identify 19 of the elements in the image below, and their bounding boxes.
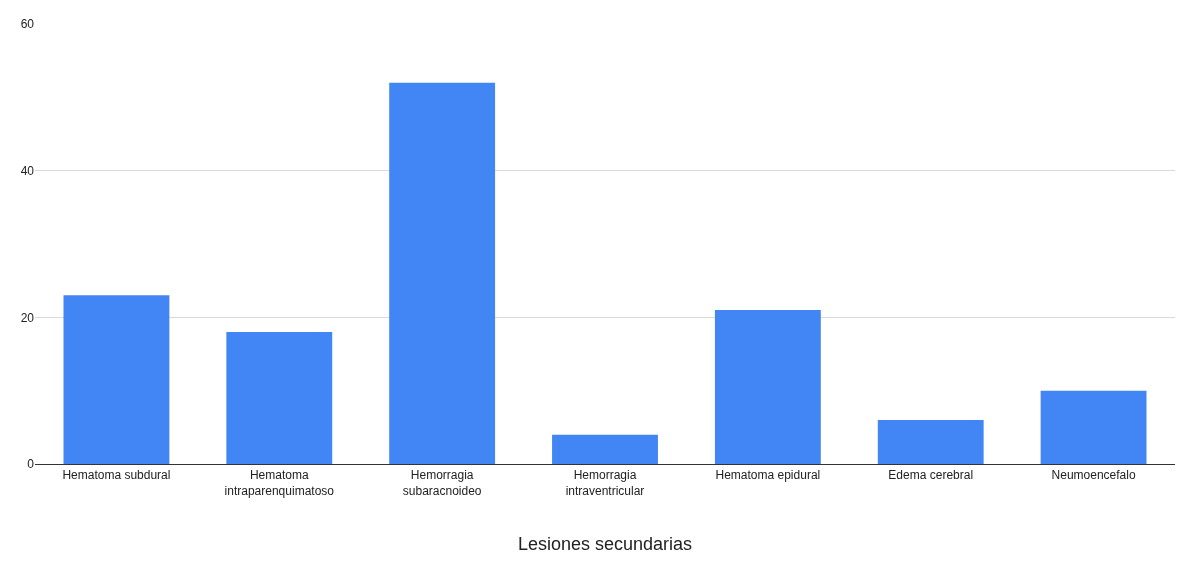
x-tick-label: Edema cerebral xyxy=(888,468,974,483)
bar xyxy=(63,295,170,464)
x-tick-label: Hemorragia intraventricular xyxy=(565,468,645,498)
bar xyxy=(552,434,658,464)
y-tick-label: 40 xyxy=(20,163,35,178)
bar xyxy=(226,332,333,464)
x-tick-label: Hematoma subdural xyxy=(62,468,171,483)
x-tick-label: Hemorragia subaracnoideo xyxy=(402,468,482,498)
x-tick-label: Hematoma epidural xyxy=(715,468,821,483)
x-axis-title: Lesiones secundarias xyxy=(517,534,693,555)
bar xyxy=(714,310,821,464)
y-tick-label: 20 xyxy=(20,310,35,325)
x-tick-label: Hematoma intraparenquimatoso xyxy=(224,468,335,498)
bar xyxy=(1040,390,1147,464)
y-tick-label: 60 xyxy=(20,17,35,32)
x-tick-label: Neumoencefalo xyxy=(1051,468,1136,483)
y-tick-label: 0 xyxy=(27,457,35,472)
bar xyxy=(389,82,496,464)
bar xyxy=(877,420,984,464)
